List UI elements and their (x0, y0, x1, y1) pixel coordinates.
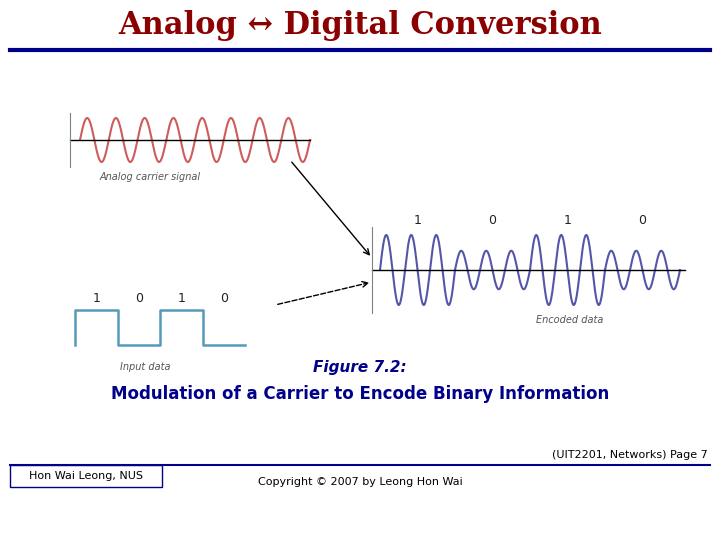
Text: 0: 0 (639, 214, 647, 227)
Text: Copyright © 2007 by Leong Hon Wai: Copyright © 2007 by Leong Hon Wai (258, 477, 462, 487)
Text: Hon Wai Leong, NUS: Hon Wai Leong, NUS (29, 471, 143, 481)
FancyBboxPatch shape (10, 465, 162, 487)
Text: Encoded data: Encoded data (536, 315, 603, 325)
Text: 0: 0 (220, 292, 228, 305)
Text: (UIT2201, Networks) Page 7: (UIT2201, Networks) Page 7 (552, 450, 708, 460)
Text: Input data: Input data (120, 362, 170, 372)
Text: 0: 0 (488, 214, 497, 227)
Text: Analog ↔ Digital Conversion: Analog ↔ Digital Conversion (118, 10, 602, 41)
Text: 1: 1 (92, 292, 100, 305)
Text: 1: 1 (564, 214, 572, 227)
Text: 1: 1 (177, 292, 185, 305)
Text: 0: 0 (135, 292, 143, 305)
Text: Analog carrier signal: Analog carrier signal (99, 172, 201, 182)
Text: Modulation of a Carrier to Encode Binary Information: Modulation of a Carrier to Encode Binary… (111, 385, 609, 403)
Text: Figure 7.2:: Figure 7.2: (313, 360, 407, 375)
Text: 1: 1 (413, 214, 421, 227)
